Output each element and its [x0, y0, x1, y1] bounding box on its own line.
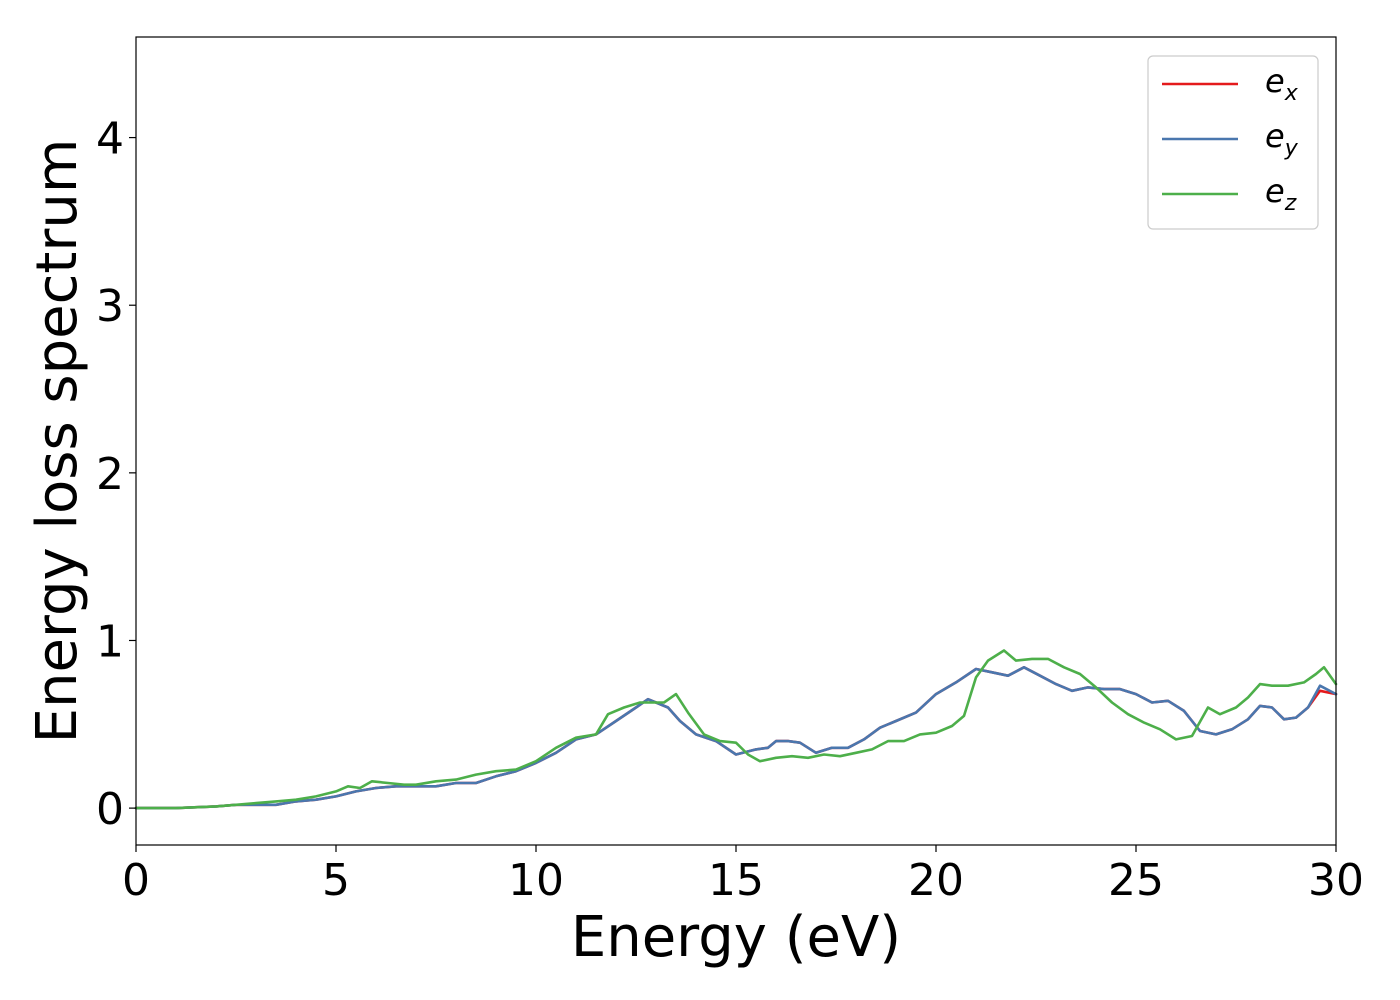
legend-frame: [1147, 55, 1319, 230]
x-tick-label: 25: [1108, 855, 1164, 906]
legend-label-z: ez: [1265, 172, 1297, 216]
legend-label-base: e: [1265, 172, 1285, 210]
legend-label-base: e: [1265, 117, 1285, 155]
y-axis-title: Energy loss spectrum: [25, 139, 90, 744]
legend-label-y: ey: [1265, 117, 1299, 161]
y-axis: 0 1 2 3 4: [96, 114, 136, 835]
series-line-y: [134, 666, 1338, 810]
legend-label-subscript: x: [1284, 81, 1299, 106]
y-tick-label: 3: [96, 281, 124, 332]
x-tick-label: 0: [122, 855, 150, 906]
x-tick-label: 15: [708, 855, 764, 906]
plot-area: [136, 37, 1336, 845]
x-tick-label: 20: [908, 855, 964, 906]
y-tick-label: 4: [96, 114, 124, 165]
legend-label-base: e: [1265, 62, 1285, 100]
legend-label-x: ex: [1265, 62, 1299, 106]
series-line-z: [134, 649, 1338, 810]
series-layer: [134, 649, 1338, 810]
legend-label-subscript: z: [1284, 191, 1297, 216]
x-tick-label: 30: [1308, 855, 1364, 906]
legend-label-subscript: y: [1284, 136, 1299, 161]
x-axis: 0 5 10 15 20 25 30: [122, 845, 1364, 906]
x-axis-title: Energy (eV): [571, 905, 901, 970]
x-tick-label: 5: [322, 855, 350, 906]
y-tick-label: 0: [96, 784, 124, 835]
y-tick-label: 2: [96, 449, 124, 500]
y-tick-label: 1: [96, 616, 124, 667]
x-tick-label: 10: [508, 855, 564, 906]
